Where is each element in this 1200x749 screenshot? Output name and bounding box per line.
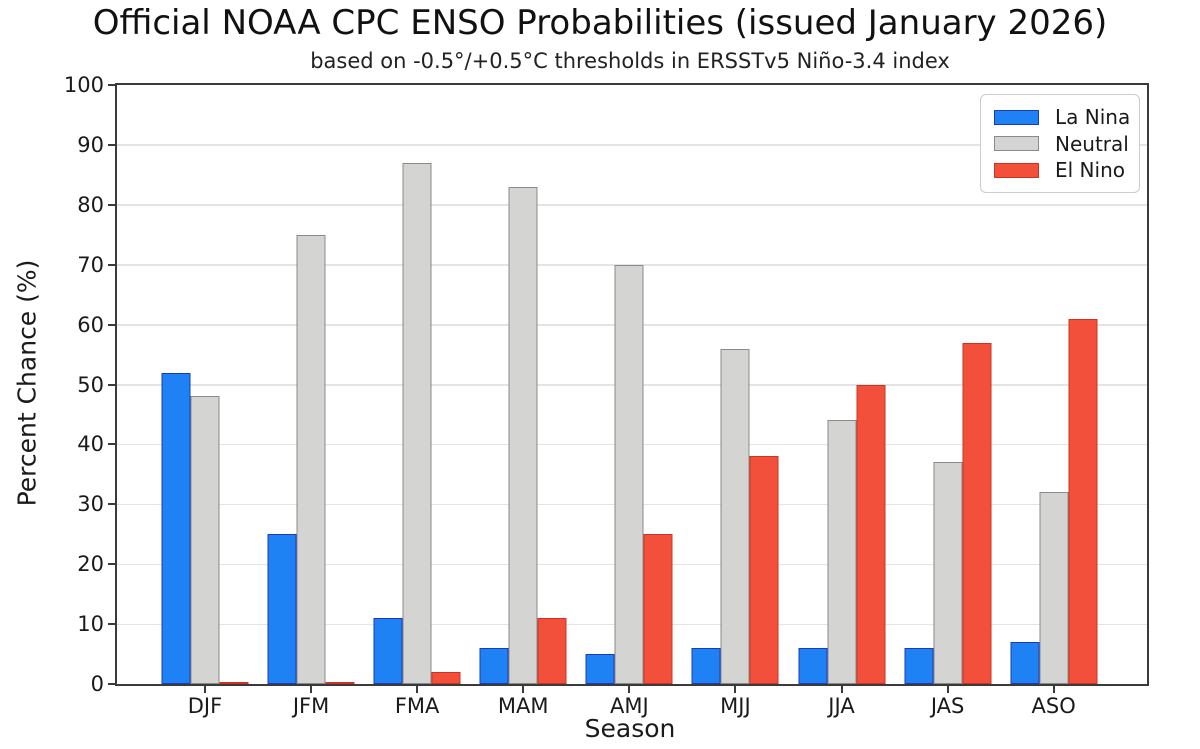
legend-label-neutral: Neutral <box>1055 131 1129 156</box>
y-tick-mark-70 <box>108 263 115 266</box>
bar-la-nina-fma <box>373 618 403 684</box>
legend-item-neutral: Neutral <box>994 131 1129 156</box>
legend-label-el-nino: El Nino <box>1055 158 1125 182</box>
y-tick-mark-40 <box>108 443 115 446</box>
x-tick-mark-fma <box>416 686 419 693</box>
y-tick-mark-30 <box>108 503 115 506</box>
legend-swatch-el-nino <box>994 162 1039 178</box>
bar-neutral-amj <box>614 264 644 684</box>
x-tick-label-aso: ASO <box>1031 694 1076 718</box>
y-tick-label-0: 0 <box>90 672 104 696</box>
x-tick-label-mjj: MJJ <box>720 694 751 718</box>
y-tick-label-50: 50 <box>77 372 104 397</box>
x-axis-label: Season <box>584 714 676 743</box>
x-tick-mark-djf <box>203 686 206 693</box>
y-tick-label-100: 100 <box>63 73 104 97</box>
y-tick-mark-90 <box>108 143 115 146</box>
bar-neutral-jfm <box>296 234 326 684</box>
legend: La Nina Neutral El Nino <box>980 94 1140 193</box>
legend-item-la-nina: La Nina <box>994 106 1130 128</box>
x-tick-label-mam: MAM <box>497 694 549 718</box>
bar-neutral-aso <box>1039 492 1069 684</box>
y-tick-label-40: 40 <box>77 432 104 457</box>
x-tick-label-djf: DJF <box>187 694 223 718</box>
bar-la-nina-mjj <box>691 648 721 684</box>
bar-la-nina-mam <box>479 648 509 684</box>
bar-el-nino-aso <box>1068 318 1098 684</box>
x-tick-label-jas: JAS <box>930 694 965 718</box>
bar-la-nina-jja <box>798 648 827 684</box>
bar-neutral-fma <box>402 162 432 684</box>
bar-neutral-jas <box>933 462 963 684</box>
y-tick-mark-100 <box>108 84 115 86</box>
y-tick-mark-50 <box>108 383 115 386</box>
x-tick-label-jja: JJA <box>828 694 855 718</box>
y-axis-label: Percent Chance (%) <box>12 259 42 507</box>
chart-subtitle: based on -0.5°/+0.5°C thresholds in ERSS… <box>310 49 950 73</box>
bar-neutral-mjj <box>720 348 750 684</box>
bar-el-nino-jja <box>856 384 885 684</box>
bar-la-nina-aso <box>1010 642 1040 684</box>
bar-la-nina-jas <box>904 648 934 684</box>
y-tick-label-30: 30 <box>77 492 104 517</box>
bar-neutral-djf <box>190 396 220 684</box>
chart-title: Official NOAA CPC ENSO Probabilities (is… <box>92 3 1108 43</box>
gridline-90 <box>117 144 1147 146</box>
y-tick-label-80: 80 <box>77 192 104 217</box>
x-tick-label-jfm: JFM <box>292 694 330 718</box>
legend-swatch-neutral <box>994 136 1039 151</box>
plot-area: La Nina Neutral El Nino 0 10 20 30 40 50 60 70 8… <box>64 73 1149 718</box>
bar-el-nino-fma <box>431 672 461 684</box>
bar-la-nina-amj <box>585 654 615 684</box>
bar-el-nino-jfm <box>325 682 355 684</box>
bar-el-nino-djf <box>219 682 249 684</box>
y-tick-label-10: 10 <box>77 612 104 637</box>
gridline-80 <box>117 204 1147 206</box>
legend-item-el-nino: El Nino <box>994 159 1126 181</box>
bar-la-nina-jfm <box>267 534 297 684</box>
y-tick-mark-80 <box>108 203 115 206</box>
y-tick-label-70: 70 <box>77 252 104 277</box>
x-tick-mark-jja <box>840 686 843 693</box>
bar-el-nino-mjj <box>749 456 779 684</box>
bar-el-nino-jas <box>962 342 992 684</box>
legend-swatch-la-nina <box>994 109 1039 125</box>
x-tick-mark-mam <box>522 686 525 693</box>
y-tick-mark-60 <box>108 323 115 326</box>
bar-el-nino-amj <box>643 534 673 684</box>
x-tick-mark-mjj <box>734 686 737 693</box>
x-tick-label-amj: AMJ <box>609 694 649 718</box>
y-tick-label-20: 20 <box>77 552 104 577</box>
bar-el-nino-mam <box>537 618 567 684</box>
legend-label-la-nina: La Nina <box>1055 105 1131 129</box>
bar-neutral-jja <box>827 420 856 684</box>
y-tick-mark-0 <box>108 683 115 685</box>
y-tick-mark-20 <box>108 563 115 566</box>
x-tick-mark-jas <box>946 686 949 693</box>
y-tick-label-90: 90 <box>77 132 104 157</box>
y-tick-label-60: 60 <box>77 312 104 337</box>
y-tick-mark-10 <box>108 623 115 626</box>
x-tick-mark-jfm <box>310 686 313 693</box>
bar-neutral-mam <box>508 186 538 684</box>
x-tick-mark-amj <box>628 686 631 693</box>
x-tick-mark-aso <box>1052 686 1055 693</box>
x-tick-label-fma: FMA <box>394 694 440 718</box>
bar-la-nina-djf <box>161 372 191 684</box>
